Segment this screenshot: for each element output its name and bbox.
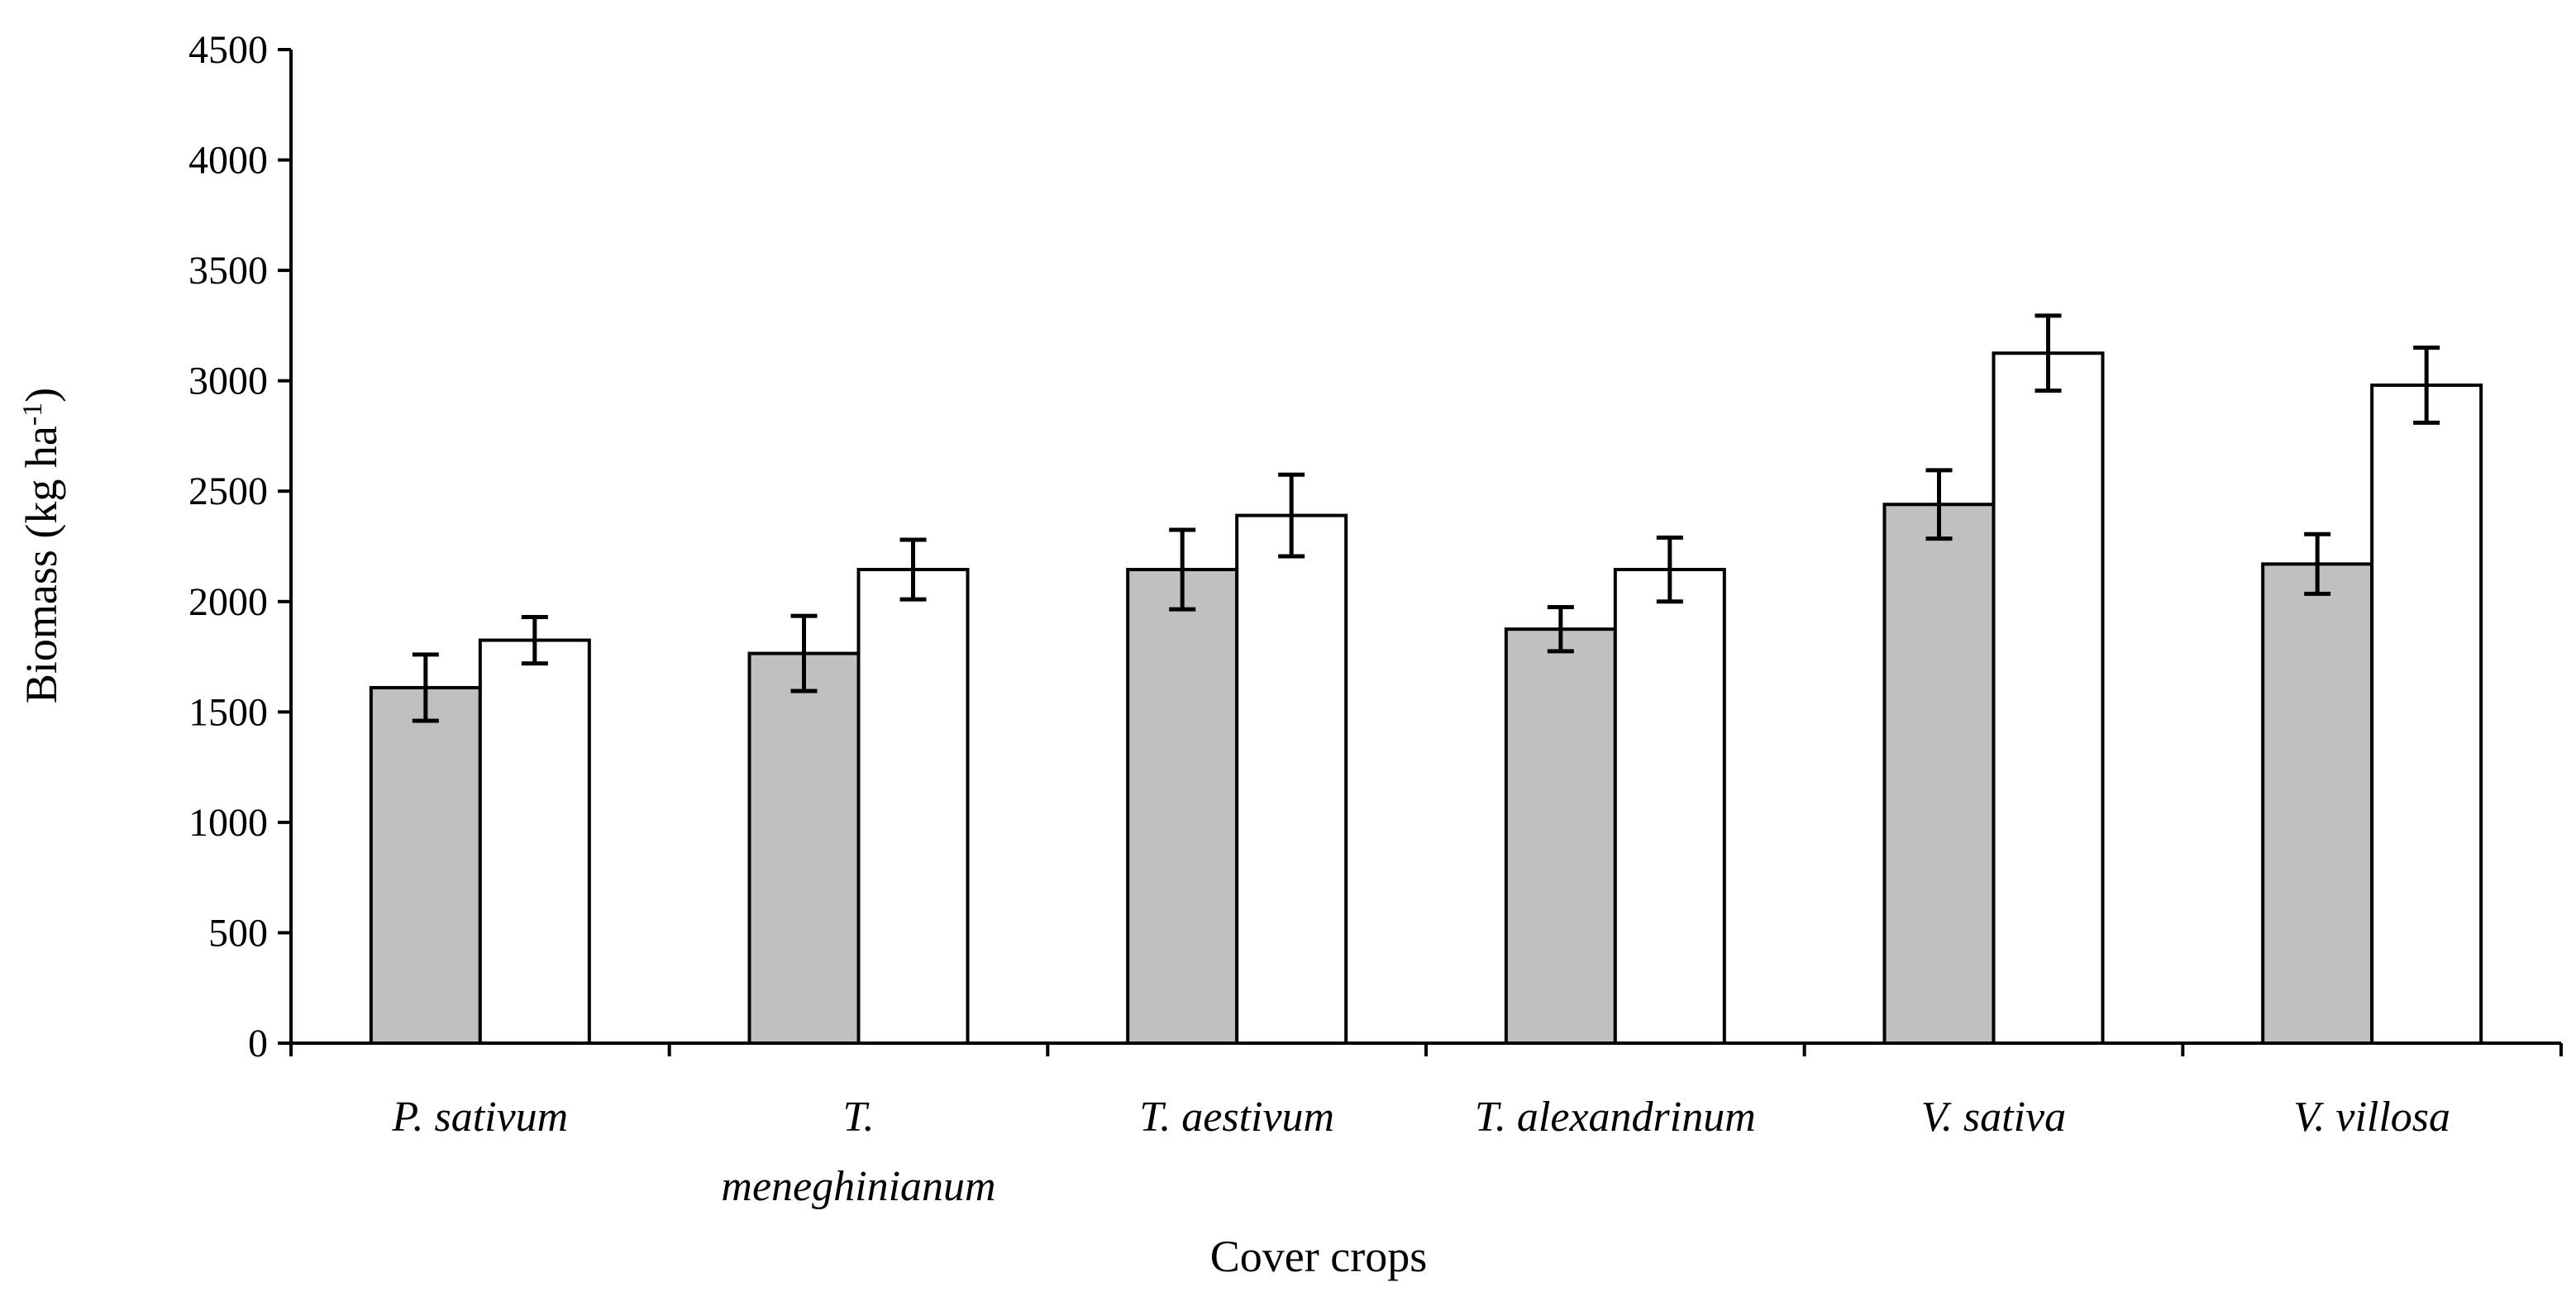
y-tick-label: 2500	[188, 469, 268, 513]
y-axis-ticks: 0 500 1000 1500 2000 2500 3000 3500 4000 4500	[188, 28, 291, 1065]
y-axis-title: Biomass (kg ha-1)	[17, 388, 66, 703]
x-axis-title: Cover crops	[1210, 1232, 1427, 1281]
category-labels: P. sativum T. meneghinianum T. aestivum T. a…	[391, 1094, 2450, 1210]
bar-series-2	[856, 568, 970, 1045]
category-label: T. aestivum	[1139, 1094, 1334, 1141]
bar-series-1	[1504, 627, 1617, 1046]
bar-series-1	[747, 651, 861, 1045]
y-tick-label: 1000	[188, 801, 268, 845]
bar-series-2	[1235, 513, 1348, 1045]
category-label: V. villosa	[2293, 1094, 2450, 1141]
bar-series-2	[1613, 568, 1726, 1045]
y-axis-title-suffix: )	[17, 388, 66, 403]
y-tick-label: 500	[208, 911, 268, 955]
bar-series-1	[2261, 562, 2374, 1045]
category-label: meneghinianum	[721, 1163, 995, 1210]
bar-series-1	[1126, 568, 1239, 1045]
y-axis-title-superscript: -1	[17, 403, 48, 426]
category-label: T.	[842, 1094, 874, 1141]
bar-series-2	[1992, 351, 2105, 1045]
y-tick-label: 0	[248, 1022, 268, 1065]
error-bars	[412, 313, 2440, 723]
y-tick-label: 4500	[188, 28, 268, 72]
y-tick-label: 2000	[188, 580, 268, 624]
bar-series-1	[369, 685, 482, 1045]
y-tick-label: 3000	[188, 360, 268, 403]
y-tick-label: 1500	[188, 690, 268, 734]
category-label: T. alexandrinum	[1475, 1094, 1756, 1141]
y-tick-label: 4000	[188, 139, 268, 183]
category-label: P. sativum	[391, 1094, 568, 1141]
y-axis-title-main: Biomass (kg ha	[17, 426, 66, 703]
bar-series-2	[2370, 384, 2483, 1045]
bar-series-2	[478, 638, 591, 1045]
category-label: V. sativa	[1921, 1094, 2066, 1141]
axes	[289, 50, 2563, 1056]
bar-series-1	[1882, 503, 1996, 1045]
bars	[369, 351, 2483, 1046]
y-tick-label: 3500	[188, 249, 268, 293]
